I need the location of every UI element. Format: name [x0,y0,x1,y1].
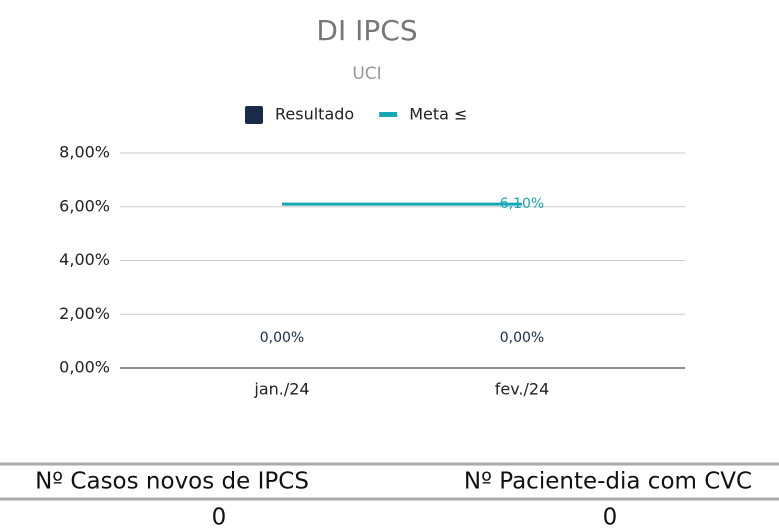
y-tick-label: 4,00% [59,250,110,269]
y-tick-label: 2,00% [59,304,110,323]
y-tick-label: 0,00% [59,358,110,377]
legend-swatch [245,106,263,124]
data-label: 6,10% [500,196,544,212]
y-tick-label: 8,00% [59,143,110,162]
table-cell: 0 [603,505,618,531]
chart-title: DI IPCS [316,14,417,47]
legend-swatch [379,112,398,117]
x-tick-label: fev./24 [495,380,550,399]
legend-label: Resultado [275,105,354,124]
table-header: Nº Paciente-dia com CVC [464,469,752,495]
chart-subtitle: UCI [352,64,381,84]
x-tick-label: jan./24 [253,380,309,399]
data-label: 0,00% [500,330,544,346]
legend-label: Meta ≤ [409,105,467,124]
y-tick-label: 6,00% [59,196,110,215]
table-header: Nº Casos novos de IPCS [35,469,309,495]
data-label: 0,00% [260,330,304,346]
table-cell: 0 [212,505,227,531]
